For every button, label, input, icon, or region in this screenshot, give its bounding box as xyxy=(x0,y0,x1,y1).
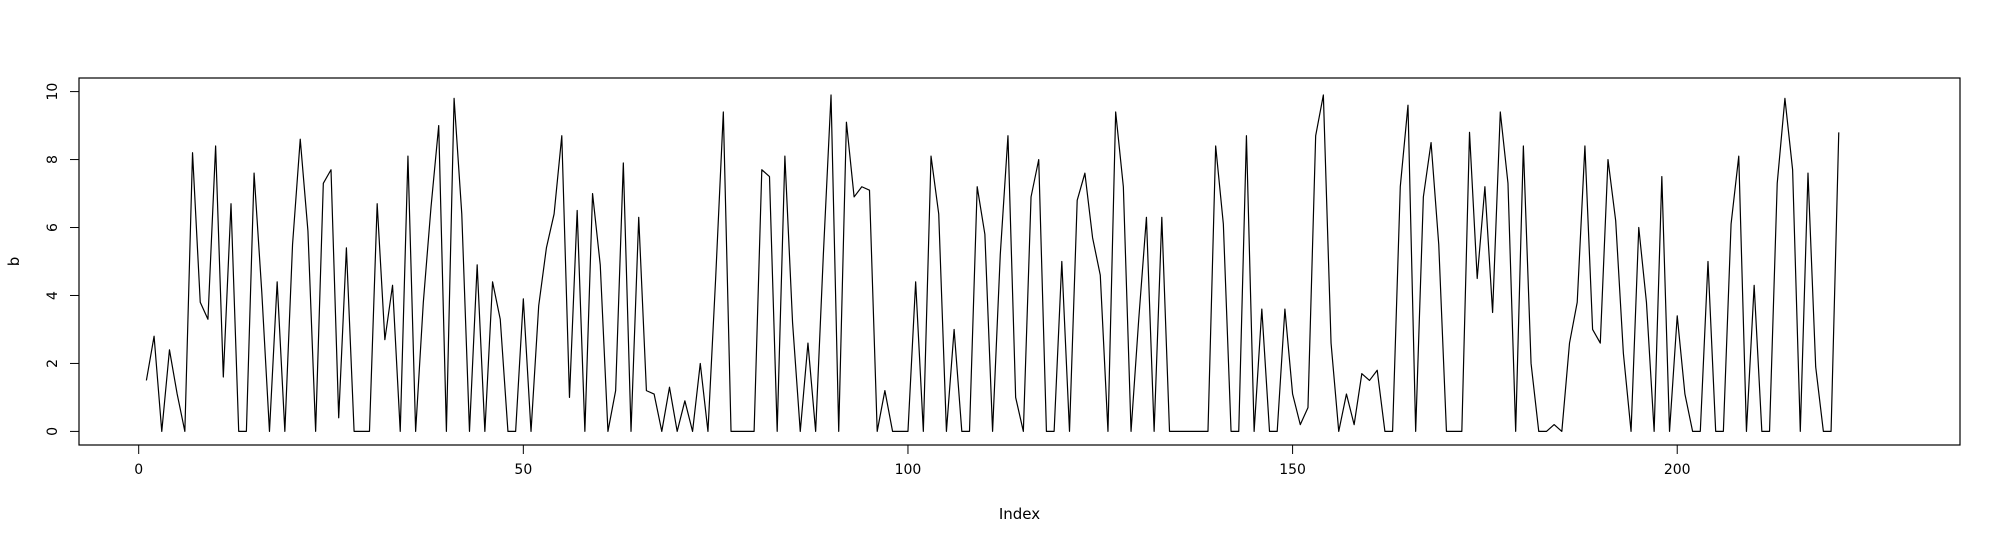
x-axis-title: Index xyxy=(999,505,1040,523)
y-tick-label: 8 xyxy=(45,155,61,164)
y-tick-label: 4 xyxy=(45,291,61,300)
y-tick-label: 2 xyxy=(45,359,61,368)
x-tick-label: 200 xyxy=(1664,462,1691,478)
plot-frame xyxy=(78,77,1961,446)
x-tick-label: 100 xyxy=(895,462,922,478)
y-tick-label: 6 xyxy=(45,223,61,232)
y-axis-title: b xyxy=(5,257,23,267)
x-tick-label: 50 xyxy=(514,462,532,478)
y-axis: 0 2 4 6 8 10 xyxy=(45,83,80,436)
x-tick-label: 0 xyxy=(134,462,143,478)
series-line xyxy=(145,94,1840,433)
y-tick-label: 10 xyxy=(45,83,61,101)
x-tick-label: 150 xyxy=(1279,462,1306,478)
x-axis: 0 50 100 150 200 xyxy=(134,444,1691,478)
y-tick-label: 0 xyxy=(45,427,61,436)
